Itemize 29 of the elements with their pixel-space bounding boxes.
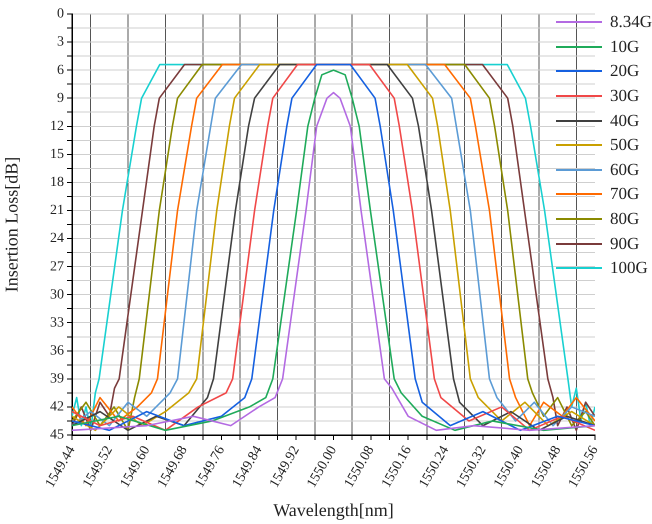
legend-label: 70G [610, 184, 640, 204]
y-tick-label: 18 [50, 175, 64, 190]
legend-label: 20G [610, 61, 640, 82]
y-tick-label: 27 [50, 259, 64, 274]
y-tick-label: 30 [50, 287, 64, 302]
y-tick-label: 15 [50, 147, 64, 162]
y-tick-label: 24 [50, 231, 64, 246]
y-tick-label: 36 [50, 343, 64, 358]
legend-label: 30G [610, 86, 640, 106]
legend-label: 50G [610, 135, 640, 156]
legend-label: 80G [610, 209, 640, 230]
y-tick-label: 42 [50, 400, 64, 415]
legend-label: 10G [610, 36, 640, 57]
y-tick-label: 12 [50, 118, 64, 134]
y-tick-label: 45 [50, 428, 64, 443]
legend-label: 60G [610, 160, 640, 180]
y-tick-label: 0 [57, 6, 64, 22]
y-tick-label: 6 [57, 62, 64, 78]
legend-label: 40G [610, 110, 640, 131]
legend-label: 100G [610, 258, 648, 278]
y-tick-label: 33 [50, 315, 64, 330]
legend-label: 90G [610, 234, 640, 254]
x-axis-title: Wavelength[nm] [273, 500, 394, 520]
y-tick-label: 39 [50, 372, 64, 387]
y-axis-title: Insertion Loss[dB] [2, 156, 22, 292]
y-tick-label: 21 [50, 203, 64, 218]
legend-label: 8.34G [610, 12, 652, 32]
y-tick-label: 3 [57, 34, 64, 50]
y-tick-label: 9 [57, 90, 64, 106]
